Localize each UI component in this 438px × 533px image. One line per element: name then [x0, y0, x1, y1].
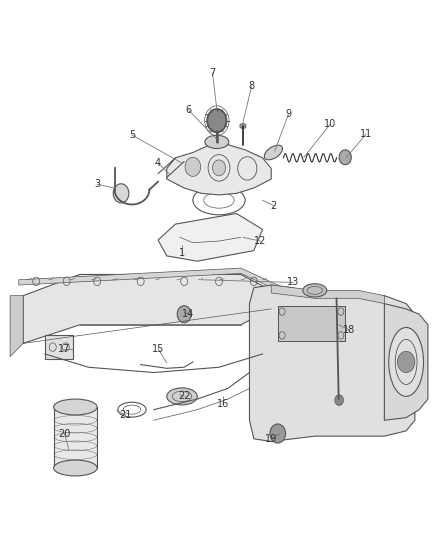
Bar	[45, 335, 73, 359]
Ellipse shape	[264, 145, 283, 160]
Bar	[278, 306, 345, 341]
Text: 11: 11	[360, 129, 372, 139]
Text: 4: 4	[155, 158, 161, 168]
Ellipse shape	[303, 284, 327, 297]
Text: 22: 22	[178, 391, 191, 401]
Circle shape	[113, 184, 129, 203]
Polygon shape	[385, 304, 428, 420]
Text: 1: 1	[179, 248, 185, 259]
Polygon shape	[19, 268, 278, 290]
Text: 15: 15	[152, 344, 164, 354]
Text: 6: 6	[185, 105, 191, 115]
Ellipse shape	[53, 399, 97, 415]
Ellipse shape	[389, 327, 424, 397]
Circle shape	[270, 424, 286, 443]
Text: 14: 14	[182, 309, 194, 319]
Text: 12: 12	[254, 236, 267, 246]
Text: 19: 19	[265, 434, 277, 444]
Polygon shape	[158, 214, 262, 261]
Ellipse shape	[167, 388, 197, 405]
Circle shape	[177, 306, 191, 322]
Text: 17: 17	[58, 344, 71, 354]
Text: 8: 8	[249, 81, 255, 91]
Polygon shape	[23, 274, 271, 343]
Ellipse shape	[205, 135, 229, 149]
Text: 13: 13	[287, 277, 299, 287]
Circle shape	[335, 395, 343, 406]
Text: 16: 16	[217, 399, 230, 409]
Text: 20: 20	[58, 429, 71, 439]
Circle shape	[339, 150, 351, 165]
Polygon shape	[250, 285, 415, 441]
Text: 7: 7	[209, 68, 215, 78]
Polygon shape	[240, 123, 246, 129]
Text: 18: 18	[343, 325, 356, 335]
Circle shape	[212, 160, 226, 176]
Polygon shape	[271, 285, 385, 304]
Polygon shape	[167, 144, 271, 195]
Circle shape	[207, 109, 226, 132]
Text: 21: 21	[119, 410, 131, 420]
Text: 2: 2	[270, 200, 276, 211]
Circle shape	[397, 351, 415, 373]
Bar	[53, 407, 97, 468]
Ellipse shape	[53, 460, 97, 476]
Polygon shape	[10, 296, 23, 357]
Text: 9: 9	[286, 109, 292, 119]
Circle shape	[185, 157, 201, 176]
Text: 3: 3	[94, 179, 100, 189]
Text: 10: 10	[324, 119, 336, 130]
Text: 5: 5	[129, 130, 135, 140]
